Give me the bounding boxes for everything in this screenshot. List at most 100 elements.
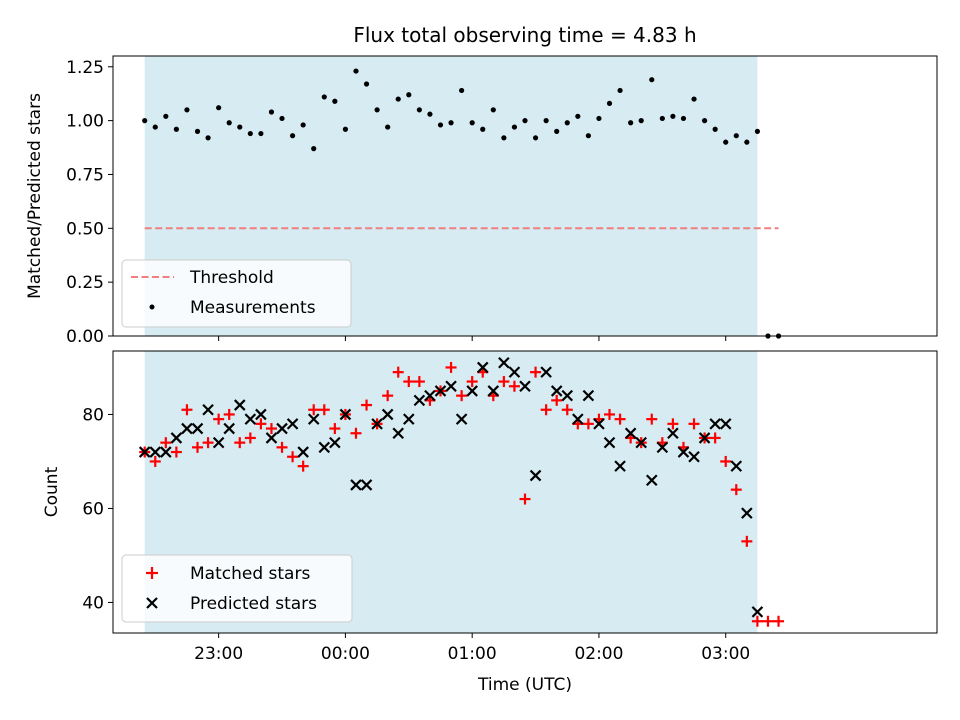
predicted-stars-point [329, 436, 341, 449]
x-tick-label: 00:00 [321, 644, 370, 664]
measurement-point [606, 100, 613, 106]
measurement-point [237, 124, 243, 130]
measurement-point [268, 109, 275, 115]
threshold-legend-label: Threshold [189, 268, 274, 288]
matched-stars-point [350, 427, 362, 439]
measurement-point [321, 94, 327, 100]
matched-stars-legend-label: Matched stars [190, 564, 310, 584]
matched-stars-point [361, 399, 373, 411]
matched-stars-point [149, 455, 161, 467]
predicted-stars-point [371, 418, 383, 430]
y-tick-label: 0.75 [66, 165, 104, 185]
predicted-stars-point [381, 408, 394, 421]
matched-stars-point [445, 361, 457, 373]
predicted-stars-point [614, 460, 626, 472]
predicted-stars-point [709, 418, 721, 430]
measurement-point [300, 122, 306, 128]
predicted-stars-point [593, 418, 605, 430]
measurement-point [416, 107, 422, 113]
matched-stars-point [551, 394, 563, 406]
predicted-stars-point [286, 418, 299, 430]
predicted-stars-point [572, 413, 584, 425]
ratio-y-ticks: 0.00 0.25 0.50 0.75 1.00 1.25 [66, 58, 113, 347]
x-tick-label: 23:00 [194, 644, 243, 664]
matched-stars-point [329, 423, 341, 435]
matched-stars-point [170, 446, 182, 458]
predicted-stars-point [265, 432, 278, 444]
measurement-point [353, 68, 359, 74]
predicted-stars-point [624, 427, 637, 440]
predicted-stars-point [223, 422, 235, 435]
measurement-point [437, 122, 444, 128]
measurement-point [701, 118, 708, 124]
ratio-panel-frame [112, 55, 938, 337]
measurement-point [628, 120, 634, 126]
measurement-point [363, 81, 370, 87]
matched-stars-point [265, 423, 277, 435]
count-x-ticks: 23:00 00:00 01:00 02:00 03:00 [194, 633, 750, 664]
measurements-legend-swatch [149, 304, 155, 310]
matched-stars-point [192, 441, 204, 453]
matched-stars-point [456, 390, 468, 402]
measurement-point [723, 139, 729, 145]
matched-stars-point [382, 390, 394, 402]
matched-stars-point [604, 408, 616, 420]
predicted-stars-point [698, 432, 711, 444]
count-y-ticks: 40 60 80 [82, 405, 113, 613]
predicted-stars-point [307, 413, 320, 425]
matched-stars-point [308, 404, 320, 416]
measurements-points [142, 68, 782, 339]
measurement-point [638, 118, 644, 124]
measurement-point [733, 133, 739, 139]
predicted-stars-point [751, 606, 764, 618]
matched-stars-point [255, 418, 267, 430]
measurement-point [184, 107, 190, 113]
x-tick-label: 01:00 [448, 644, 497, 664]
matched-stars-point [540, 404, 552, 416]
measurement-point [670, 113, 676, 119]
y-tick-label: 1.25 [66, 58, 104, 78]
matched-stars-point [688, 418, 700, 430]
matched-stars-point [530, 366, 542, 378]
measurement-point [448, 120, 454, 126]
count-legend: Matched stars Predicted stars [121, 554, 353, 623]
y-tick-label: 1.00 [66, 112, 104, 132]
measurement-point [564, 120, 570, 126]
predicted-stars-point [350, 479, 362, 491]
predicted-stars-point [603, 436, 616, 449]
measurement-point [532, 135, 539, 141]
predicted-stars-point [688, 450, 700, 463]
matched-stars-point [413, 376, 425, 388]
predicted-stars-legend-swatch [146, 597, 158, 609]
matched-stars-point [720, 455, 732, 467]
measurement-point [342, 126, 349, 132]
predicted-stars-legend-label: Predicted stars [190, 594, 317, 614]
matched-stars-point [667, 418, 679, 430]
measurement-point [469, 120, 475, 126]
predicted-stars-point [424, 389, 436, 402]
y-tick-label: 0.50 [66, 219, 104, 239]
measurement-point [744, 139, 750, 145]
predicted-stars-point [360, 479, 373, 491]
measurement-point [427, 111, 433, 117]
count-y-axis-label: Count [42, 466, 62, 517]
measurement-point [575, 113, 581, 119]
predicted-stars-point [719, 418, 732, 430]
matched-stars-point [582, 418, 594, 430]
measurement-point [522, 118, 528, 124]
matched-stars-point [519, 493, 531, 505]
y-tick-label: 0.25 [66, 273, 104, 293]
matched-stars-point [202, 437, 214, 449]
predicted-stars-point [149, 446, 162, 458]
predicted-stars-point [635, 436, 647, 449]
measurement-point [311, 146, 317, 152]
matched-stars-point [751, 615, 763, 627]
measurement-point [480, 126, 486, 132]
matched-stars-point [287, 451, 299, 463]
measurement-point [216, 105, 222, 111]
predicted-stars-point [276, 422, 288, 435]
measurement-point [585, 133, 591, 139]
predicted-stars-point [392, 427, 405, 440]
predicted-stars-point [318, 441, 331, 454]
